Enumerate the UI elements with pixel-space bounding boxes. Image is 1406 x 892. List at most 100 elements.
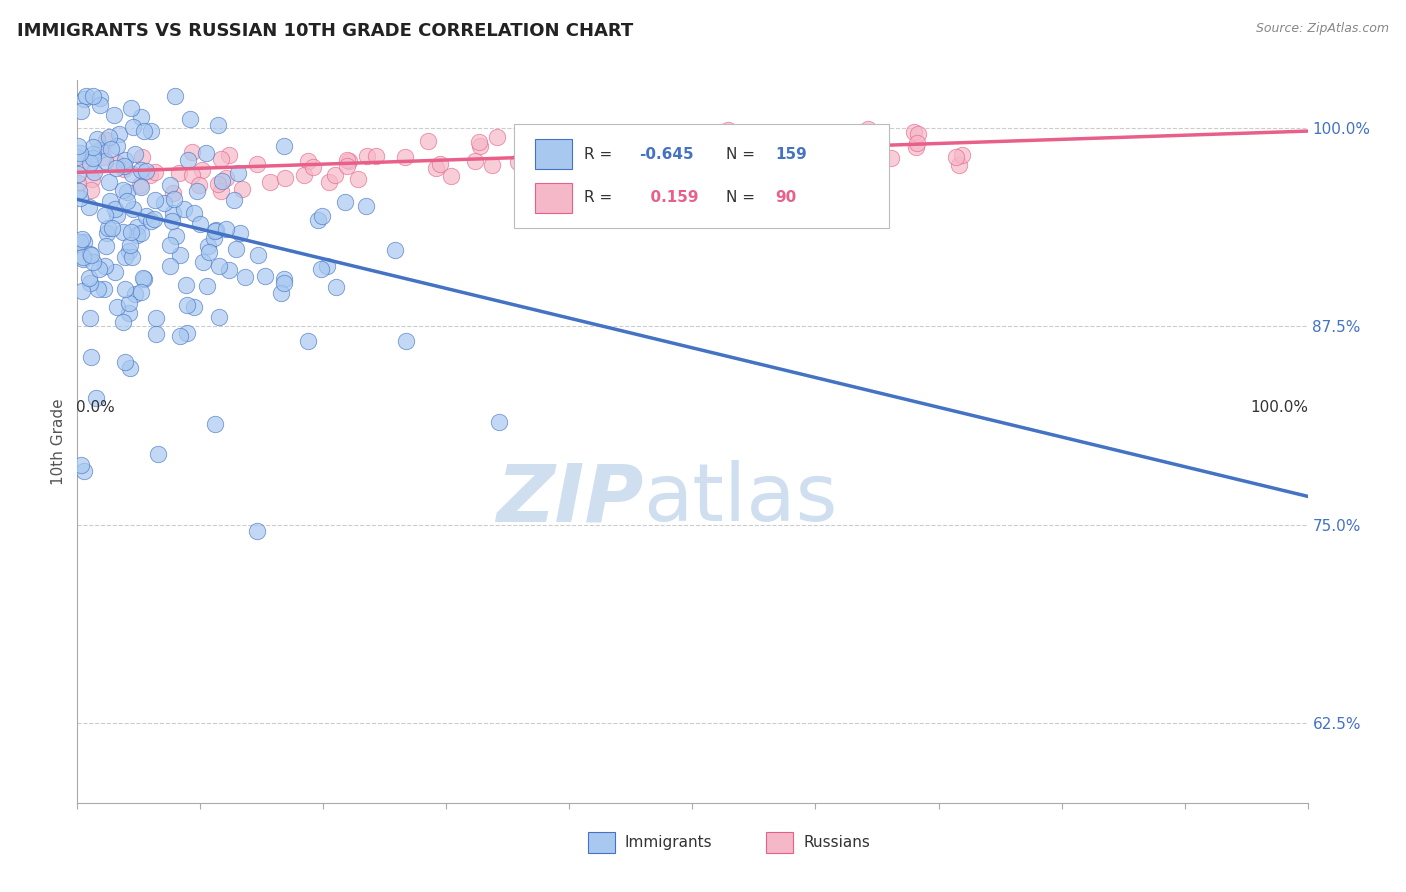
Text: R =: R = [585, 146, 613, 161]
Point [485, 130, 508, 145]
Point [395, 334, 418, 348]
Point [524, 144, 547, 158]
Point [97, 221, 120, 235]
Point [207, 118, 229, 132]
FancyBboxPatch shape [766, 832, 793, 853]
Point [176, 298, 198, 312]
Point [69, 146, 91, 161]
Text: 90: 90 [775, 190, 796, 205]
Point [82, 255, 104, 269]
FancyBboxPatch shape [515, 124, 890, 228]
Point [506, 154, 529, 169]
Point [94, 154, 117, 169]
Text: 0.0%: 0.0% [76, 401, 115, 416]
Point [132, 272, 155, 286]
Point [93, 283, 115, 297]
Point [183, 300, 205, 314]
Text: ZIP: ZIP [496, 460, 644, 539]
Text: IMMIGRANTS VS RUSSIAN 10TH GRADE CORRELATION CHART: IMMIGRANTS VS RUSSIAN 10TH GRADE CORRELA… [17, 22, 633, 40]
Point [336, 159, 359, 173]
Point [742, 145, 765, 160]
Point [907, 128, 929, 142]
Point [121, 250, 143, 264]
Point [180, 145, 202, 159]
Point [79, 311, 101, 326]
Point [114, 250, 136, 264]
Point [70, 458, 93, 472]
Point [118, 306, 141, 320]
Point [222, 193, 245, 207]
Point [165, 228, 187, 243]
Point [209, 184, 232, 198]
Point [336, 153, 359, 167]
Point [233, 270, 256, 285]
Point [425, 161, 447, 176]
Point [218, 148, 240, 162]
Point [121, 167, 143, 181]
Point [797, 140, 820, 154]
Point [146, 447, 169, 461]
Point [347, 172, 370, 186]
Point [211, 174, 233, 188]
Point [125, 228, 148, 243]
Point [481, 158, 503, 172]
Point [105, 208, 128, 222]
Point [779, 139, 801, 153]
Point [94, 239, 117, 253]
Point [638, 155, 661, 169]
Point [711, 125, 734, 139]
Point [696, 136, 718, 151]
Point [131, 285, 153, 300]
Point [183, 206, 205, 220]
Point [662, 134, 685, 148]
Point [337, 154, 360, 169]
Point [384, 244, 406, 258]
Point [67, 138, 90, 153]
Point [177, 153, 200, 167]
Point [98, 194, 121, 208]
Point [89, 91, 111, 105]
Point [165, 89, 187, 103]
Point [114, 355, 136, 369]
Point [173, 202, 195, 217]
Point [176, 326, 198, 340]
Point [541, 156, 564, 170]
Point [66, 176, 89, 190]
Point [270, 286, 292, 301]
Point [226, 166, 249, 180]
Point [70, 232, 93, 246]
FancyBboxPatch shape [536, 139, 572, 169]
Point [139, 214, 162, 228]
Point [366, 149, 388, 163]
Text: -0.645: -0.645 [640, 146, 695, 161]
Point [394, 150, 416, 164]
Point [429, 157, 451, 171]
Point [128, 178, 150, 193]
Point [207, 177, 229, 191]
Point [107, 138, 129, 153]
Text: 100.0%: 100.0% [1251, 401, 1309, 416]
Point [132, 271, 155, 285]
Point [650, 142, 672, 156]
Point [112, 183, 135, 197]
Point [66, 167, 89, 181]
Point [950, 147, 973, 161]
Point [80, 183, 103, 197]
Point [204, 224, 226, 238]
Point [231, 182, 253, 196]
Point [112, 225, 135, 239]
Point [94, 208, 117, 222]
Point [273, 271, 295, 285]
Point [301, 160, 323, 174]
Point [197, 239, 219, 253]
Point [879, 152, 901, 166]
Point [187, 178, 209, 192]
Text: atlas: atlas [644, 460, 838, 539]
Point [163, 192, 186, 206]
Point [690, 133, 713, 147]
Point [72, 252, 94, 267]
Point [143, 211, 166, 226]
Point [120, 361, 142, 376]
Point [416, 134, 439, 148]
Point [159, 238, 181, 252]
